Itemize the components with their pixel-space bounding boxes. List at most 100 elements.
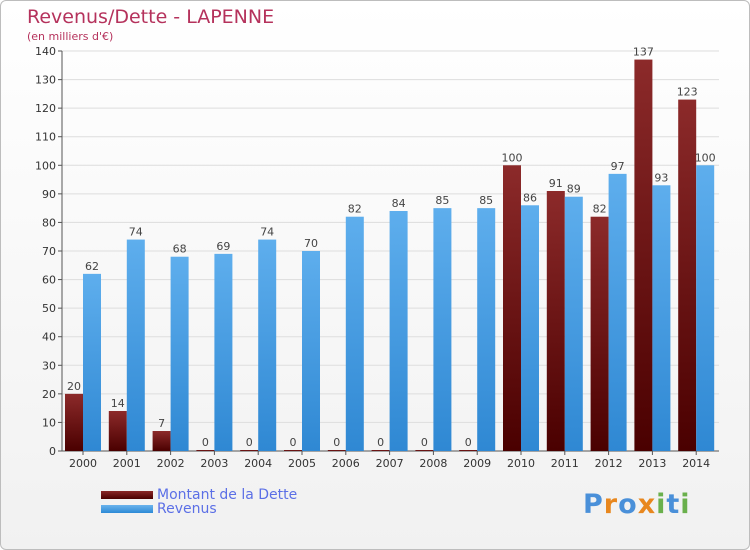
legend-label-debt: Montant de la Dette — [157, 487, 298, 503]
data-label-debt: 100 — [502, 151, 523, 164]
bar-revenue — [477, 208, 496, 451]
y-tick-label: 110 — [35, 131, 56, 144]
logo-letter: i — [680, 489, 691, 520]
x-tick-label: 2003 — [200, 457, 228, 470]
x-axis: 2000 2001 2002 2003 2004 2005 2006 2007 2008 2009… — [69, 451, 710, 470]
logo-letter: x — [637, 489, 657, 520]
x-tick-label: 2001 — [113, 457, 141, 470]
y-tick-label: 0 — [49, 445, 56, 458]
x-tick-label: 2006 — [332, 457, 360, 470]
bar-debt — [371, 450, 390, 451]
bar-debt — [196, 450, 215, 451]
data-label-revenue: 85 — [435, 194, 449, 207]
data-label-debt: 14 — [111, 397, 125, 410]
x-tick-label: 2013 — [638, 457, 666, 470]
bar-debt — [503, 165, 521, 452]
bar-debt — [327, 450, 346, 451]
bar-debt — [65, 393, 83, 451]
y-tick-label: 130 — [35, 74, 56, 87]
logo-letter: P — [583, 489, 604, 520]
data-label-revenue: 70 — [304, 237, 318, 250]
bar-debt — [415, 450, 434, 451]
chart-subtitle: (en milliers d'€) — [27, 30, 114, 43]
x-tick-label: 2012 — [595, 457, 623, 470]
y-tick-label: 90 — [42, 188, 56, 201]
x-tick-label: 2010 — [507, 457, 535, 470]
bar-revenue — [564, 196, 583, 451]
y-tick-label: 20 — [42, 388, 56, 401]
bar-revenue — [214, 253, 233, 451]
data-label-debt: 0 — [377, 436, 384, 449]
bar-debt — [152, 431, 171, 451]
data-label-revenue: 74 — [260, 226, 274, 239]
x-tick-label: 2014 — [682, 457, 710, 470]
bar-revenue — [652, 185, 671, 452]
data-label-revenue: 86 — [523, 191, 537, 204]
logo-letter: i — [656, 489, 667, 520]
y-tick-label: 80 — [42, 216, 56, 229]
y-tick-label: 100 — [35, 159, 56, 172]
bar-debt — [678, 99, 697, 452]
bar-revenue — [608, 173, 627, 451]
bar-debt — [284, 450, 302, 451]
bar-debt — [634, 59, 653, 451]
data-label-debt: 0 — [246, 436, 253, 449]
data-label-revenue: 93 — [654, 171, 668, 184]
bar-revenue — [521, 205, 539, 451]
data-label-debt: 0 — [202, 436, 209, 449]
data-label-debt: 91 — [549, 177, 563, 190]
x-tick-label: 2008 — [419, 457, 447, 470]
bar-revenue — [170, 256, 189, 451]
data-label-debt: 0 — [465, 436, 472, 449]
y-tick-label: 50 — [42, 302, 56, 315]
data-label-revenue: 69 — [216, 240, 230, 253]
bar-revenue — [433, 208, 452, 451]
bar-revenue — [126, 239, 145, 451]
data-label-revenue: 97 — [611, 160, 625, 173]
bar-revenue — [302, 251, 320, 451]
bars: 20 62 14 74 7 68 0 69 0 74 0 70 0 82 0 84 0 85 0 85 100 86 91 8… — [65, 46, 716, 452]
data-label-debt: 137 — [633, 46, 654, 59]
data-label-debt: 7 — [158, 417, 165, 430]
y-tick-label: 30 — [42, 359, 56, 372]
y-tick-label: 10 — [42, 416, 56, 429]
logo-letter: t — [666, 489, 681, 520]
bar-revenue — [389, 211, 408, 451]
legend-swatch-debt — [101, 491, 153, 499]
x-tick-label: 2005 — [288, 457, 316, 470]
bar-debt — [108, 411, 127, 451]
data-label-debt: 123 — [677, 86, 698, 99]
data-label-debt: 82 — [593, 203, 607, 216]
data-label-revenue: 84 — [392, 197, 406, 210]
x-tick-label: 2002 — [157, 457, 185, 470]
data-label-revenue: 82 — [348, 203, 362, 216]
legend-swatch-revenue — [101, 505, 153, 513]
x-tick-label: 2000 — [69, 457, 97, 470]
bar-revenue — [345, 216, 364, 451]
data-label-revenue: 85 — [479, 194, 493, 207]
x-tick-label: 2004 — [244, 457, 272, 470]
y-tick-label: 60 — [42, 274, 56, 287]
data-label-revenue: 68 — [173, 243, 187, 256]
data-label-revenue: 74 — [129, 226, 143, 239]
bar-debt — [240, 450, 259, 451]
chart-title: Revenus/Dette - LAPENNE — [27, 6, 275, 28]
y-tick-label: 120 — [35, 102, 56, 115]
bar-revenue — [696, 165, 715, 452]
data-label-debt: 20 — [67, 380, 81, 393]
data-label-revenue: 62 — [85, 260, 99, 273]
bar-revenue — [83, 273, 101, 451]
bar-revenue — [258, 239, 277, 451]
y-tick-label: 70 — [42, 245, 56, 258]
y-tick-label: 40 — [42, 331, 56, 344]
logo-letter: r — [603, 489, 619, 520]
data-label-debt: 0 — [421, 436, 428, 449]
proxiti-logo: Proxiti — [583, 489, 691, 520]
bar-debt — [590, 216, 609, 451]
logo-letter: o — [618, 489, 638, 520]
data-label-revenue: 89 — [567, 183, 581, 196]
data-label-debt: 0 — [333, 436, 340, 449]
legend-label-revenue: Revenus — [157, 501, 217, 517]
bar-debt — [459, 450, 478, 451]
